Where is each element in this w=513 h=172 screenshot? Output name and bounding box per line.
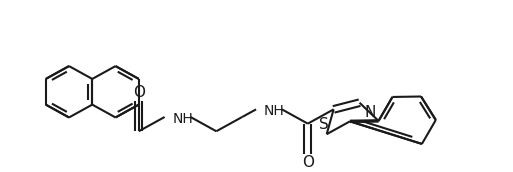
Text: NH: NH	[172, 112, 193, 126]
Text: O: O	[302, 155, 314, 170]
Text: S: S	[319, 117, 328, 132]
Text: N: N	[365, 105, 376, 120]
Text: O: O	[133, 85, 145, 100]
Text: NH: NH	[264, 104, 285, 118]
